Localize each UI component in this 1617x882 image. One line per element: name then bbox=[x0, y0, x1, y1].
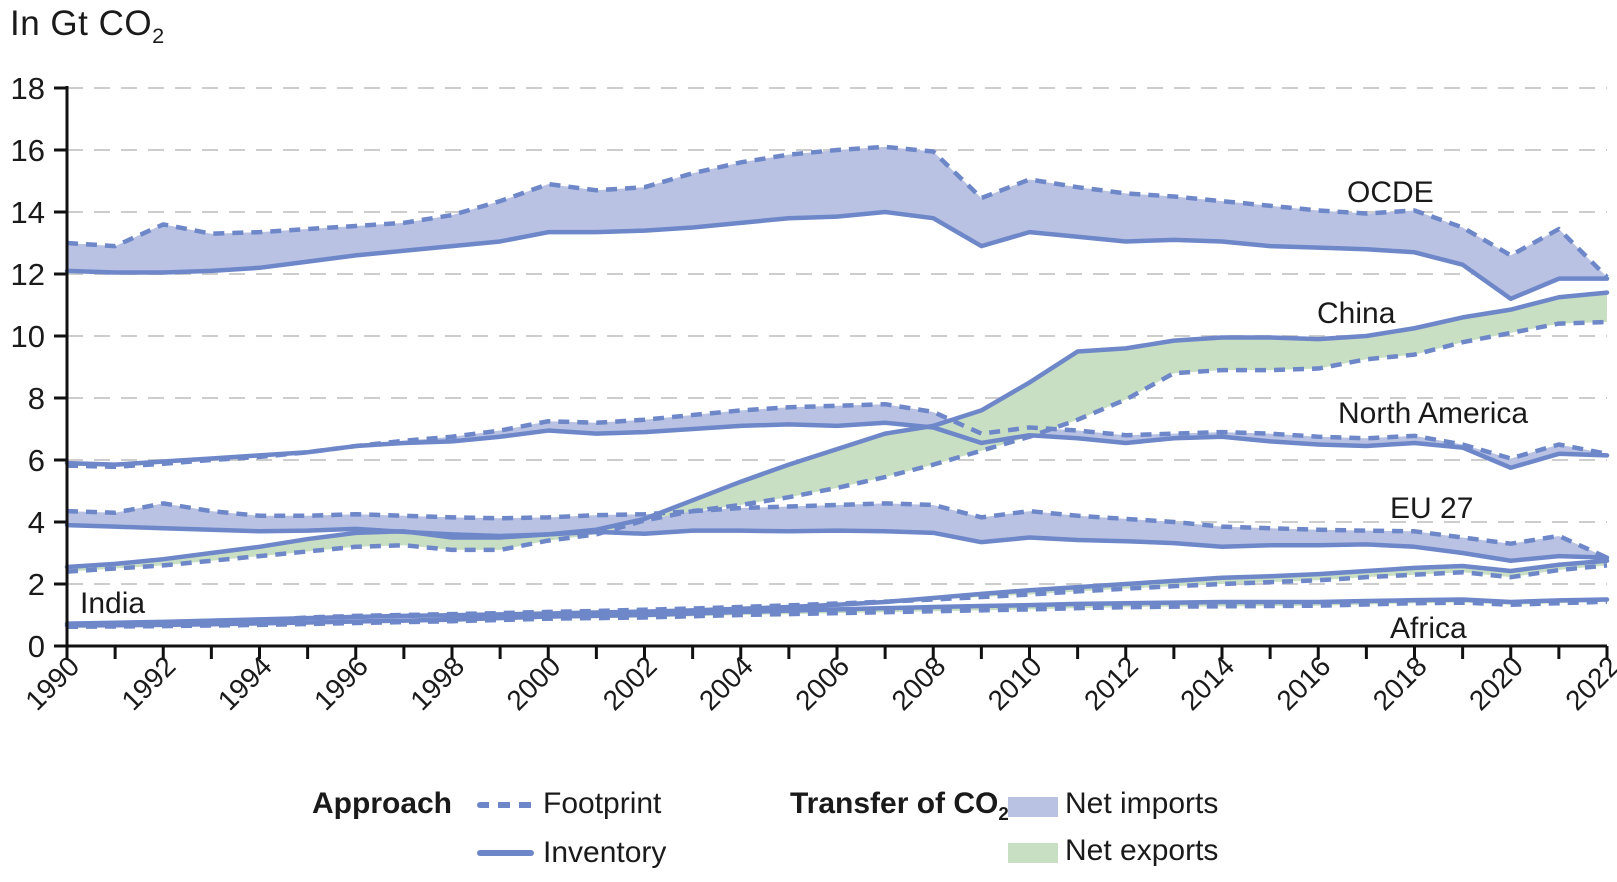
x-tick-label-2016: 2016 bbox=[1271, 650, 1337, 716]
net-exports-swatch bbox=[1008, 843, 1058, 863]
inventory-solid-line-sample bbox=[477, 850, 534, 856]
footprint-dashed-line-sample bbox=[477, 802, 534, 808]
line-ocde-inventory bbox=[64, 209, 1610, 302]
x-tick-label-2004: 2004 bbox=[693, 650, 759, 716]
x-tick-label-1992: 1992 bbox=[116, 650, 182, 716]
x-tick-label-2006: 2006 bbox=[789, 650, 855, 716]
x-tick-label-1998: 1998 bbox=[404, 650, 470, 716]
legend-approach-header: Approach bbox=[312, 787, 453, 820]
chart-unit-subscript: 2 bbox=[152, 23, 165, 48]
legend-footprint-label: Footprint bbox=[543, 787, 662, 820]
legend-transfer-text: Transfer of CO bbox=[790, 787, 999, 820]
y-tick-label-6: 6 bbox=[28, 443, 45, 478]
region-label-india: India bbox=[80, 587, 145, 620]
region-label-eu-27: EU 27 bbox=[1390, 492, 1473, 525]
region-label-north-america: North America bbox=[1338, 397, 1528, 430]
y-tick-label-10: 10 bbox=[11, 319, 45, 354]
x-tick-label-2002: 2002 bbox=[597, 650, 663, 716]
line-india-inventory bbox=[64, 558, 1610, 626]
line-north-america-inventory bbox=[64, 420, 1610, 470]
x-tick-label-2018: 2018 bbox=[1367, 650, 1433, 716]
x-tick-label-2022: 2022 bbox=[1559, 650, 1617, 716]
legend-transfer-header: Transfer of CO2 bbox=[790, 787, 1009, 824]
region-label-china: China bbox=[1317, 297, 1396, 330]
band-ocde-net-imports-0 bbox=[67, 146, 1607, 299]
legend-net-exports-label: Net exports bbox=[1065, 834, 1219, 867]
chart-unit-text: In Gt CO bbox=[10, 4, 153, 43]
line-africa-inventory bbox=[64, 597, 1610, 628]
y-tick-label-0: 0 bbox=[28, 629, 45, 664]
legend-inventory-label: Inventory bbox=[543, 836, 667, 869]
y-tick-label-4: 4 bbox=[28, 505, 45, 540]
y-tick-label-16: 16 bbox=[11, 133, 45, 168]
line-ocde-footprint bbox=[66, 144, 1609, 279]
x-tick-label-2020: 2020 bbox=[1463, 650, 1529, 716]
x-tick-label-2000: 2000 bbox=[501, 650, 567, 716]
legend-net-imports-label: Net imports bbox=[1065, 787, 1219, 820]
chart-unit-title: In Gt CO2 bbox=[10, 4, 165, 46]
y-tick-label-12: 12 bbox=[11, 257, 45, 292]
y-tick-label-18: 18 bbox=[11, 71, 45, 106]
x-tick-label-2008: 2008 bbox=[886, 650, 952, 716]
x-tick-label-1996: 1996 bbox=[308, 650, 374, 716]
x-tick-label-2010: 2010 bbox=[982, 650, 1048, 716]
y-tick-label-14: 14 bbox=[11, 195, 45, 230]
net-imports-swatch bbox=[1008, 797, 1058, 817]
region-label-ocde: OCDE bbox=[1347, 176, 1434, 209]
line-eu-27-inventory bbox=[64, 522, 1610, 563]
band-china-net-exports-0 bbox=[67, 292, 1607, 572]
x-tick-label-1994: 1994 bbox=[212, 650, 278, 716]
line-china-footprint bbox=[66, 319, 1608, 574]
y-tick-label-8: 8 bbox=[28, 381, 45, 416]
region-label-africa: Africa bbox=[1390, 612, 1467, 645]
legend-transfer-subscript: 2 bbox=[998, 803, 1009, 824]
line-china-inventory bbox=[64, 290, 1610, 570]
y-tick-label-2: 2 bbox=[28, 567, 45, 602]
x-tick-label-2012: 2012 bbox=[1078, 650, 1144, 716]
x-tick-label-2014: 2014 bbox=[1174, 650, 1240, 716]
